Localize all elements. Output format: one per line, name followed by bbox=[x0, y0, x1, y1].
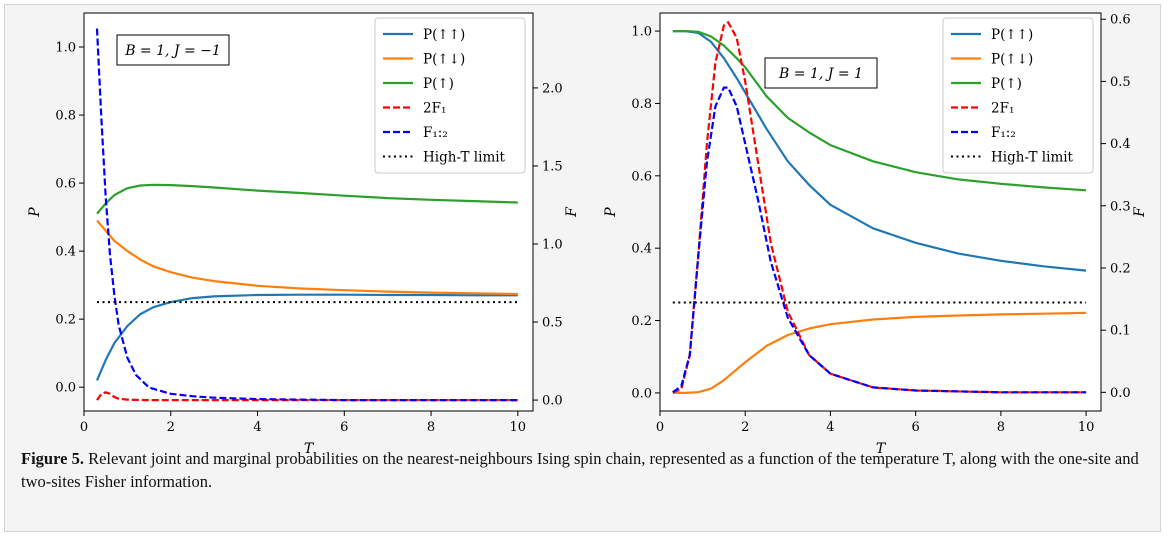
y2-tick-label: 0.6 bbox=[1110, 13, 1131, 28]
y-axis-label: P bbox=[603, 207, 619, 218]
x-tick-label: 4 bbox=[253, 420, 261, 435]
y-tick-label: 0.6 bbox=[55, 177, 76, 192]
y2-tick-label: 1.5 bbox=[542, 159, 563, 174]
y2-tick-label: 1.0 bbox=[542, 237, 563, 252]
x-tick-label: 10 bbox=[510, 420, 527, 435]
x-tick-label: 4 bbox=[826, 420, 834, 435]
parameter-annotation: B = 1, J = 1 bbox=[764, 57, 878, 89]
y-tick-label: 1.0 bbox=[55, 41, 76, 56]
y-tick-label: 0.8 bbox=[631, 97, 652, 112]
plot-frame bbox=[659, 12, 1102, 412]
y2-tick-label: 0.5 bbox=[1110, 75, 1131, 90]
x-tick-label: 6 bbox=[340, 420, 348, 435]
y-tick-label: 0.0 bbox=[55, 381, 76, 396]
series-line-p-up bbox=[672, 30, 1087, 192]
series-line-p-updown bbox=[96, 219, 518, 296]
x-tick-label: 2 bbox=[741, 420, 749, 435]
x-tick-label: 10 bbox=[1078, 420, 1095, 435]
legend-label-f12: F₁:₂ bbox=[991, 125, 1016, 141]
legend-label-p-up: P(↑) bbox=[423, 76, 454, 92]
series-group bbox=[672, 21, 1087, 394]
series-line-f12 bbox=[672, 86, 1087, 394]
x-tick-label: 8 bbox=[427, 420, 435, 435]
y2-tick-label: 0.4 bbox=[1110, 137, 1131, 152]
series-line-p-updown bbox=[672, 311, 1087, 394]
series-line-p-up bbox=[96, 183, 518, 215]
annotation-text: B = 1, J = 1 bbox=[778, 66, 863, 82]
x-tick-label: 2 bbox=[167, 420, 175, 435]
y2-tick-label: 0.3 bbox=[1110, 199, 1131, 214]
x-axis-label: T bbox=[304, 441, 315, 457]
chart-left: 0 2 4 6 8 10 0.0 0.2 0.4 0.6 0.8 1.0 0.0 0.5 1.0 1.5 2.0… bbox=[27, 12, 580, 457]
y2-tick-label: 2.0 bbox=[542, 81, 563, 96]
figure-caption: Figure 5. Relevant joint and marginal pr… bbox=[21, 447, 1141, 493]
legend-label-high-t-limit: High-T limit bbox=[991, 150, 1074, 166]
x-tick-label: 0 bbox=[656, 420, 664, 435]
y-tick-label: 0.4 bbox=[631, 242, 652, 257]
charts-area: 0 2 4 6 8 10 0.0 0.2 0.4 0.6 0.8 1.0 0.0 0.5 1.0 1.5 2.0… bbox=[5, 5, 1162, 473]
legend-label-p-updown: P(↑↓) bbox=[991, 52, 1033, 68]
y-tick-label: 1.0 bbox=[631, 25, 652, 40]
series-group bbox=[95, 28, 518, 402]
y2-tick-label: 0.1 bbox=[1110, 324, 1131, 339]
parameter-annotation: B = 1, J = −1 bbox=[116, 34, 230, 66]
x-tick-label: 6 bbox=[912, 420, 920, 435]
figure-panel: 0 2 4 6 8 10 0.0 0.2 0.4 0.6 0.8 1.0 0.0 0.5 1.0 1.5 2.0… bbox=[4, 4, 1161, 532]
y-tick-label: 0.2 bbox=[55, 313, 76, 328]
series-line-f12 bbox=[95, 28, 518, 402]
caption-label: Figure 5. bbox=[21, 449, 84, 468]
plot-frame bbox=[83, 12, 534, 412]
legend: P(↑↑) P(↑↓) P(↑) 2F₁ F₁:₂ High-T limit bbox=[942, 17, 1094, 174]
legend-label-p-upup: P(↑↑) bbox=[423, 27, 465, 43]
y2-axis-label: F bbox=[564, 206, 580, 218]
y2-tick-label: 0.5 bbox=[542, 316, 563, 331]
legend-label-two-f1: 2F₁ bbox=[423, 101, 446, 117]
y-tick-label: 0.6 bbox=[631, 169, 652, 184]
y2-tick-label: 0.0 bbox=[542, 394, 563, 409]
y-tick-label: 0.2 bbox=[631, 314, 652, 329]
legend: P(↑↑) P(↑↓) P(↑) 2F₁ F₁:₂ High-T limit bbox=[374, 17, 526, 174]
y2-tick-label: 0.0 bbox=[1110, 386, 1131, 401]
legend-label-high-t-limit: High-T limit bbox=[423, 150, 506, 166]
y-tick-label: 0.4 bbox=[55, 245, 76, 260]
chart-right: 0 2 4 6 8 10 0.0 0.2 0.4 0.6 0.8 1.0 0.0 0.1 0.2 0.3 0.4… bbox=[603, 12, 1148, 457]
y2-tick-label: 0.2 bbox=[1110, 261, 1131, 276]
legend-label-two-f1: 2F₁ bbox=[991, 101, 1014, 117]
caption-text: Relevant joint and marginal probabilitie… bbox=[21, 449, 1139, 491]
x-tick-label: 8 bbox=[997, 420, 1005, 435]
legend-label-p-up: P(↑) bbox=[991, 76, 1022, 92]
annotation-text: B = 1, J = −1 bbox=[124, 43, 221, 59]
legend-label-f12: F₁:₂ bbox=[423, 125, 448, 141]
y2-axis-label: F bbox=[1132, 206, 1148, 218]
legend-label-p-updown: P(↑↓) bbox=[423, 52, 465, 68]
y-tick-label: 0.0 bbox=[631, 386, 652, 401]
series-line-p-upup bbox=[672, 30, 1087, 272]
series-line-p-upup bbox=[95, 293, 518, 381]
x-tick-label: 0 bbox=[80, 420, 88, 435]
legend-label-p-upup: P(↑↑) bbox=[991, 27, 1033, 43]
y-tick-label: 0.8 bbox=[55, 109, 76, 124]
x-axis-label: T bbox=[876, 441, 887, 457]
y-axis-label: P bbox=[27, 207, 43, 218]
